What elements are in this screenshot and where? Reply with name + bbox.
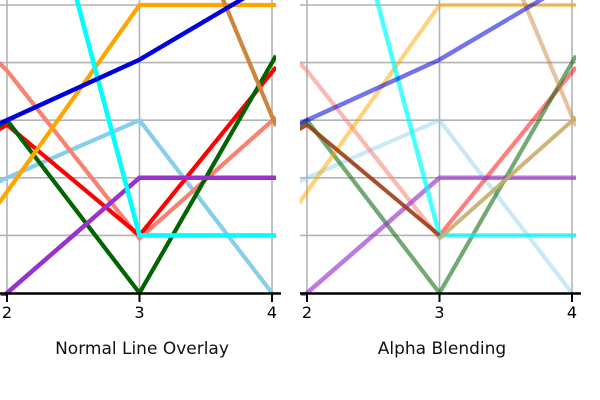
x-tick-label: 3: [134, 303, 145, 322]
x-tick-label: 2: [1, 303, 13, 322]
chart-canvas-normal: [0, 0, 281, 302]
panel-normal-line-overlay: 2 3 4 Normal Line Overlay: [0, 0, 284, 400]
chart-canvas-alpha: [300, 0, 581, 302]
x-tick-label: 4: [266, 303, 278, 322]
x-tick-label: 4: [566, 303, 578, 322]
panel-title-normal: Normal Line Overlay: [55, 339, 229, 359]
panel-title-alpha: Alpha Blending: [377, 339, 507, 359]
x-tick-label: 2: [301, 303, 313, 322]
panel-alpha-blending: 2 3 4 Alpha Blending: [300, 0, 584, 400]
x-tick-label: 3: [434, 303, 445, 322]
